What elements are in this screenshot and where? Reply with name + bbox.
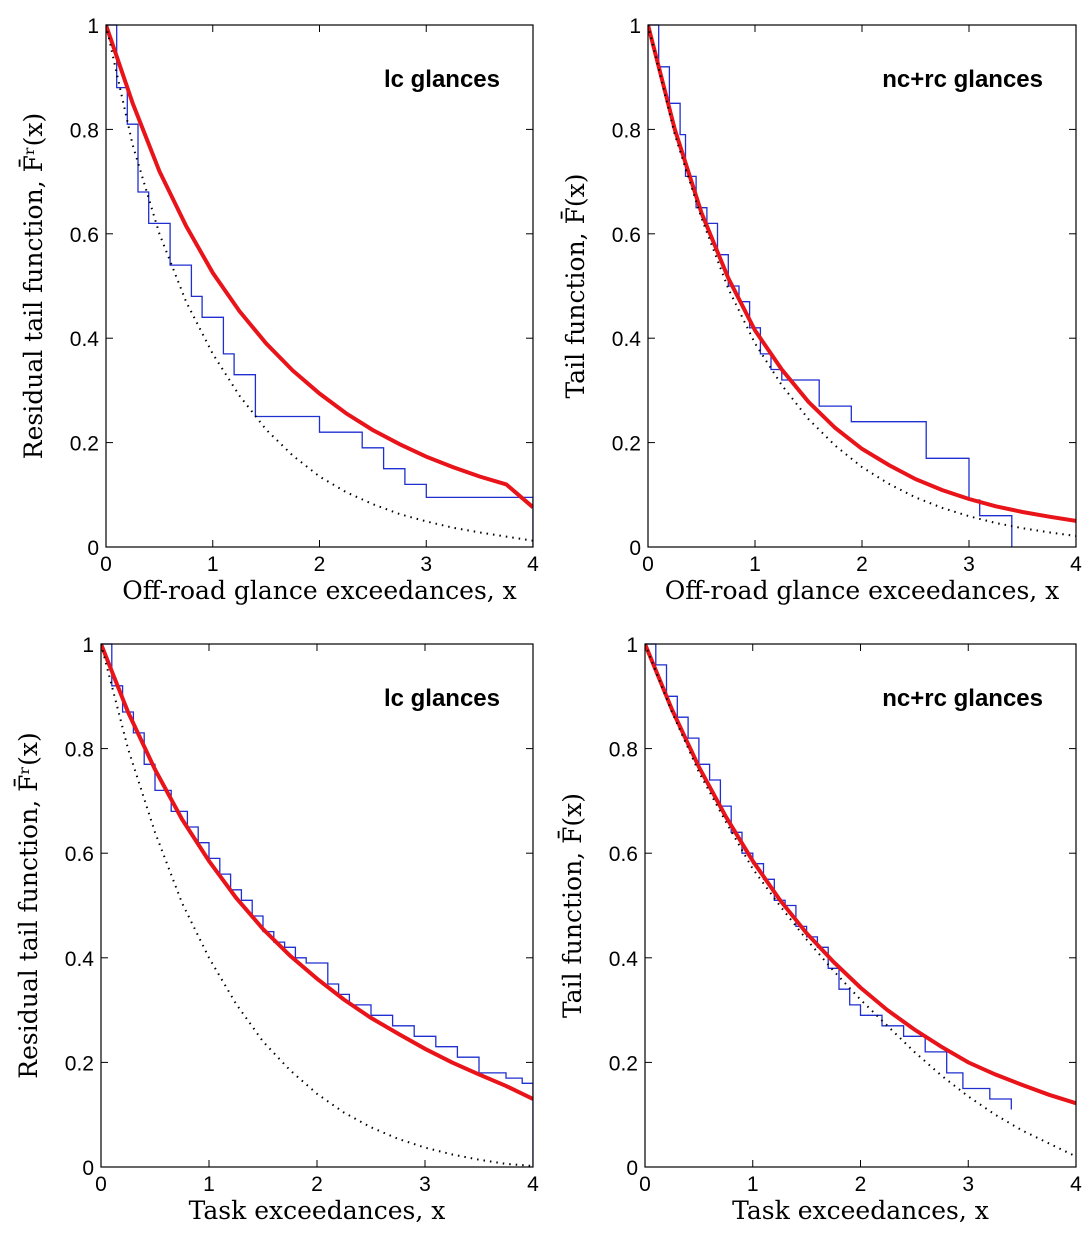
x-tick-label: 2 <box>855 1173 867 1196</box>
y-tick-label: 1 <box>626 634 638 657</box>
y-tick-label: 0.8 <box>612 119 641 142</box>
y-tick-label: 0.8 <box>70 119 99 142</box>
panel-bottom-left: 0 1 2 3 4 0 0.2 0.4 0.6 0.8 1 lc glances Task exceed… <box>14 634 539 1225</box>
x-tick-label: 4 <box>527 1173 539 1196</box>
x-tick-label: 4 <box>1070 553 1082 576</box>
y-tick-label: 0.4 <box>609 948 639 971</box>
x-tick-label: 1 <box>749 553 761 576</box>
x-tick-label: 2 <box>314 553 326 576</box>
y-tick-label: 1 <box>87 15 99 38</box>
x-tick-label: 0 <box>639 1173 651 1196</box>
panel-top-left: 0 1 2 3 4 0 0.2 0.4 0.6 0.8 1 lc glances Off-road gl… <box>19 15 539 605</box>
empirical-step-line <box>106 24 533 547</box>
panel-bottom-right: 0 1 2 3 4 0 0.2 0.4 0.6 0.8 1 nc+rc glances Task exc… <box>558 634 1082 1225</box>
y-tick-label: 0.2 <box>70 433 99 456</box>
x-tick-label: 0 <box>100 553 112 576</box>
x-axis-label: Task exceedances, x <box>732 1196 989 1225</box>
x-axis-label: Task exceedances, x <box>189 1196 446 1225</box>
y-tick-label: 0.6 <box>612 224 641 247</box>
y-tick-label: 0.6 <box>65 843 94 866</box>
panel-title: nc+rc glances <box>882 66 1043 93</box>
y-axis-label: Tail function, F̄(x) <box>558 793 587 1018</box>
y-tick-label: 0 <box>82 1157 94 1180</box>
x-tick-label: 1 <box>747 1173 759 1196</box>
x-tick-label: 1 <box>203 1173 215 1196</box>
y-axis-label: Tail function, F̄(x) <box>561 173 590 398</box>
y-tick-label: 0.6 <box>70 224 99 247</box>
panel-title: lc glances <box>384 685 500 712</box>
x-tick-label: 3 <box>420 553 432 576</box>
plot-frame <box>105 24 534 548</box>
y-tick-label: 0.4 <box>612 328 642 351</box>
empirical-step-line <box>648 24 1013 547</box>
x-axis-label: Off-road glance exceedances, x <box>122 576 517 605</box>
y-tick-label: 1 <box>82 634 94 657</box>
reference-dotted-curve <box>101 643 533 1167</box>
plot-frame <box>647 24 1077 548</box>
fitted-curve <box>101 643 533 1101</box>
y-tick-label: 0 <box>626 1157 638 1180</box>
x-tick-label: 1 <box>207 553 219 576</box>
y-axis-label: Residual tail function, F̄ʳ(x) <box>14 732 43 1078</box>
x-tick-label: 2 <box>311 1173 323 1196</box>
x-axis-label: Off-road glance exceedances, x <box>665 576 1060 605</box>
y-tick-label: 0 <box>629 537 641 560</box>
reference-dotted-curve <box>645 643 1076 1158</box>
x-tick-label: 4 <box>1070 1173 1082 1196</box>
y-tick-label: 0.4 <box>70 328 100 351</box>
panel-title: nc+rc glances <box>882 685 1043 712</box>
fitted-curve <box>645 643 1076 1106</box>
y-tick-label: 0.2 <box>612 433 641 456</box>
reference-dotted-curve <box>106 24 533 542</box>
fitted-curve <box>106 24 533 509</box>
x-tick-label: 4 <box>527 553 539 576</box>
x-tick-label: 3 <box>963 553 975 576</box>
y-axis-label: Residual tail function, F̄ʳ(x) <box>19 113 48 459</box>
x-tick-label: 3 <box>962 1173 974 1196</box>
x-tick-label: 2 <box>856 553 868 576</box>
y-tick-label: 0.6 <box>609 843 638 866</box>
reference-dotted-curve <box>648 24 1076 537</box>
y-tick-label: 0.2 <box>609 1052 638 1075</box>
x-tick-label: 0 <box>95 1173 107 1196</box>
y-tick-label: 0.2 <box>65 1052 94 1075</box>
y-tick-label: 0.8 <box>65 739 94 762</box>
panel-top-right: 0 1 2 3 4 0 0.2 0.4 0.6 0.8 1 nc+rc glances Off-road… <box>561 15 1082 605</box>
empirical-step-line <box>645 643 1012 1110</box>
y-tick-label: 1 <box>629 15 641 38</box>
y-tick-label: 0.4 <box>65 948 95 971</box>
empirical-step-line <box>101 643 533 1167</box>
plot-frame <box>100 643 534 1168</box>
plot-frame <box>644 643 1077 1168</box>
y-tick-label: 0.8 <box>609 739 638 762</box>
y-tick-label: 0 <box>87 537 99 560</box>
x-tick-label: 3 <box>419 1173 431 1196</box>
x-tick-label: 0 <box>642 553 654 576</box>
panel-title: lc glances <box>384 66 500 93</box>
fitted-curve <box>648 24 1076 523</box>
